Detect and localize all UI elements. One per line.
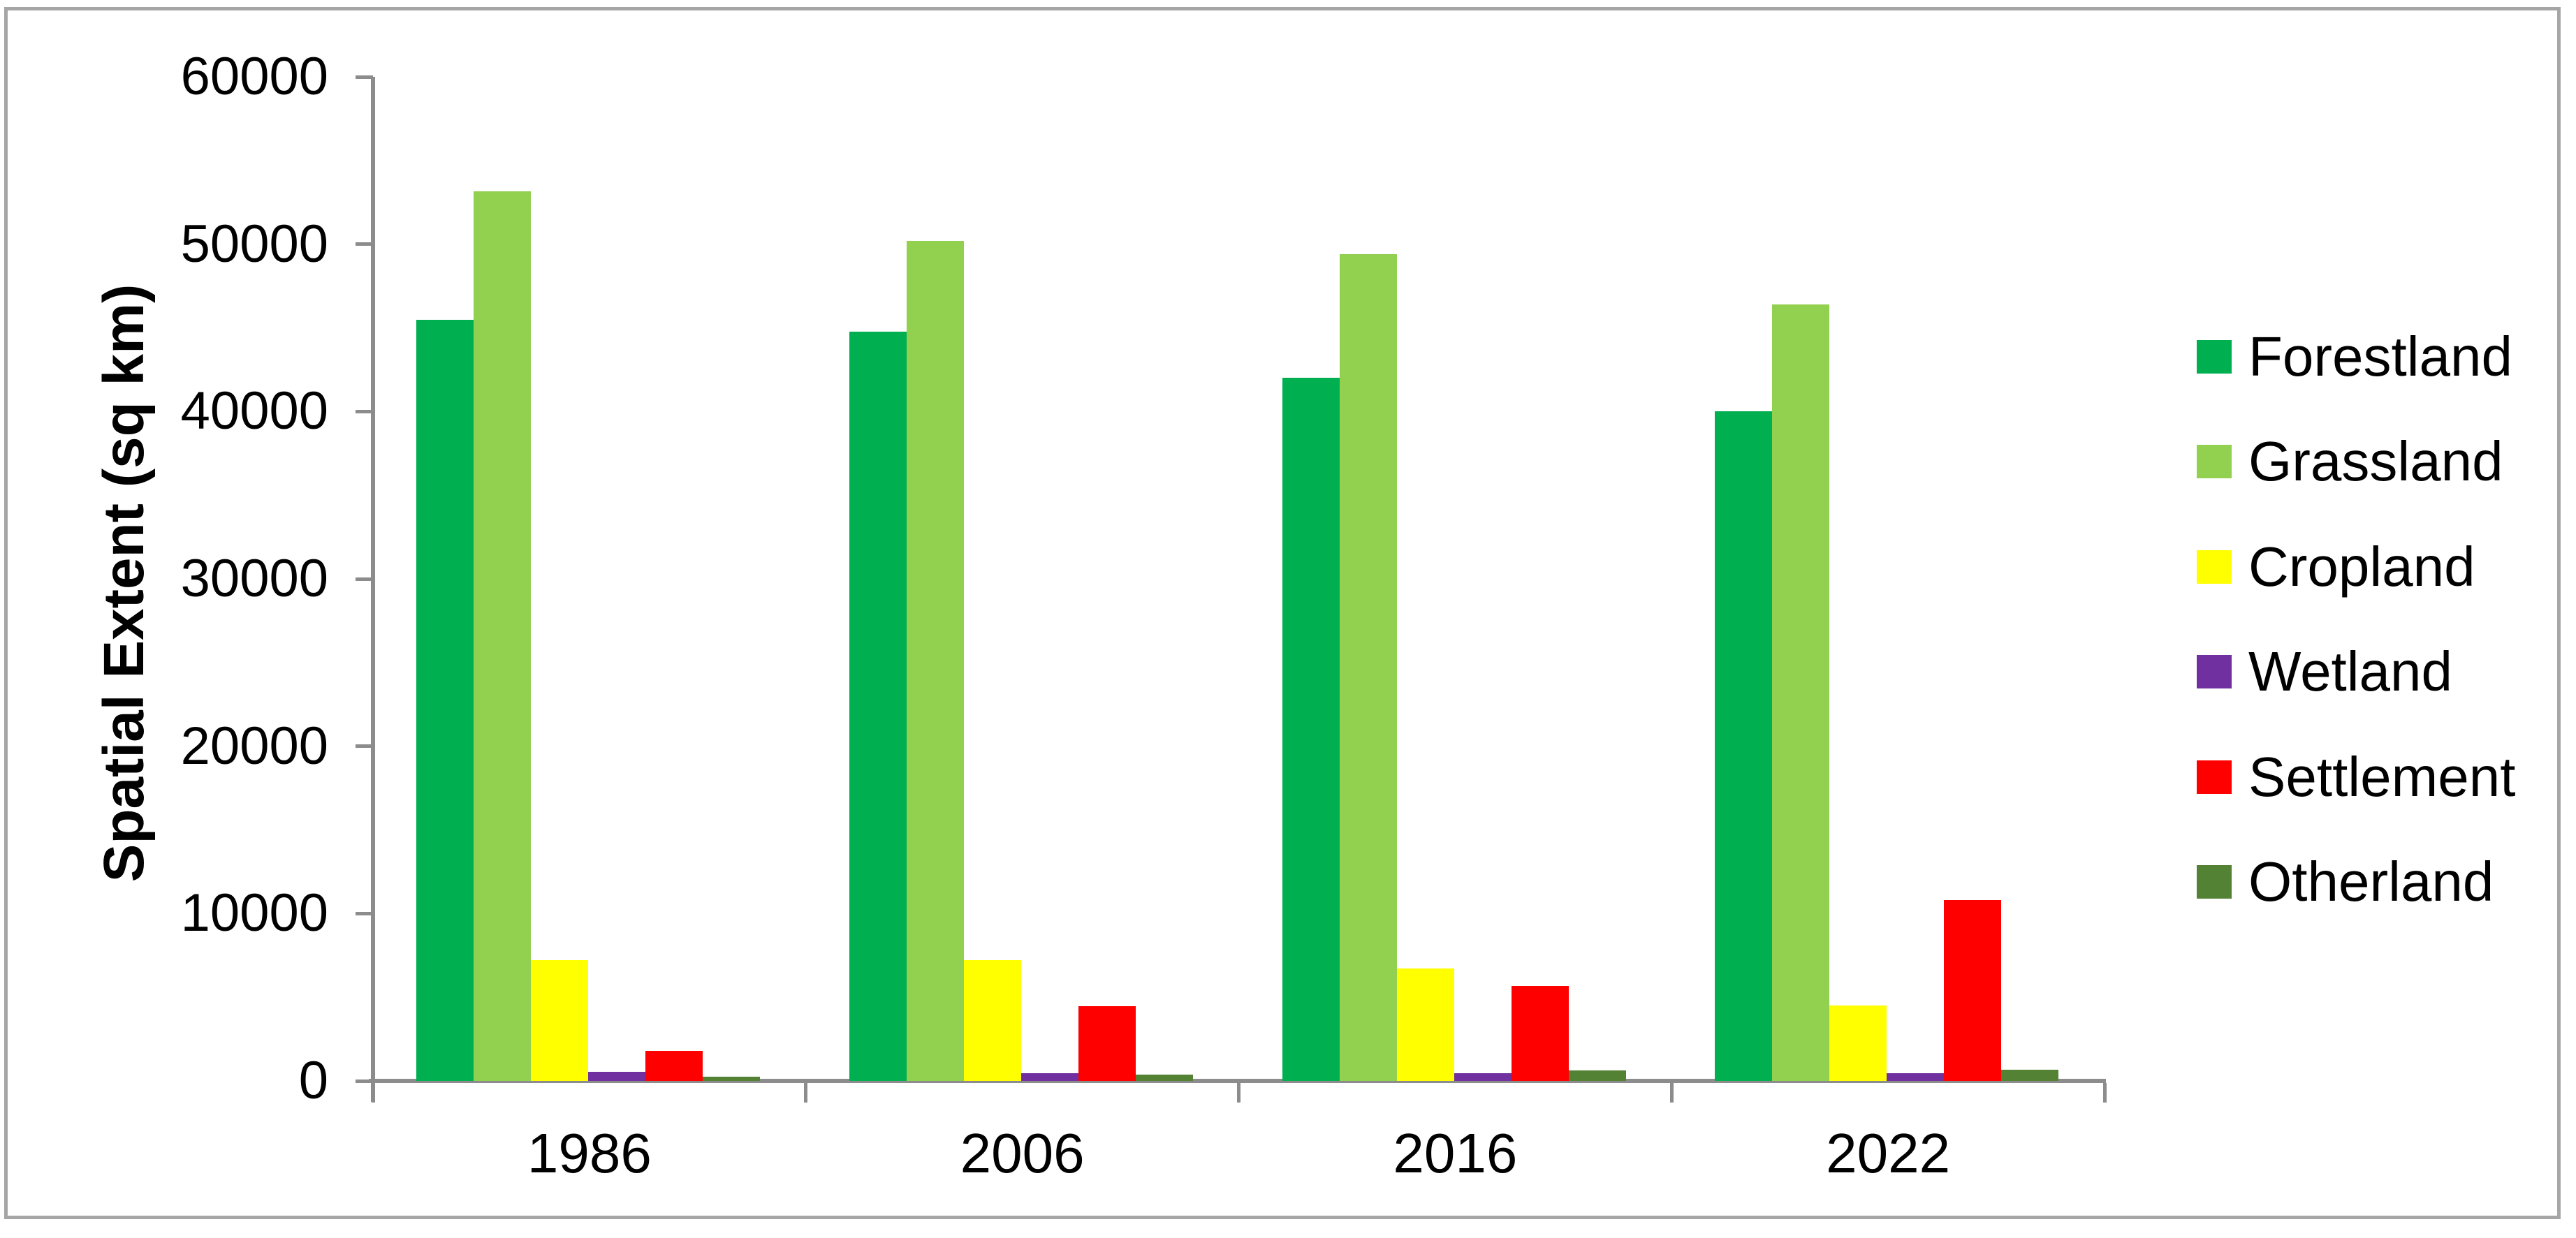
bar-otherland-2016 bbox=[1569, 1070, 1626, 1081]
legend-item-forestland: Forestland bbox=[2197, 323, 2512, 390]
bar-wetland-2022 bbox=[1887, 1073, 1944, 1081]
legend-label-cropland: Cropland bbox=[2248, 535, 2475, 598]
y-tick-label-50000: 50000 bbox=[180, 214, 328, 274]
legend-label-otherland: Otherland bbox=[2248, 850, 2494, 913]
bar-cropland-2006 bbox=[964, 960, 1021, 1081]
legend-label-settlement: Settlement bbox=[2248, 745, 2516, 808]
bar-wetland-2006 bbox=[1021, 1073, 1078, 1081]
x-tick-4 bbox=[2102, 1083, 2107, 1103]
legend-label-grassland: Grassland bbox=[2248, 430, 2503, 493]
y-tick-40000 bbox=[356, 409, 373, 413]
x-category-label-1986: 1986 bbox=[527, 1122, 652, 1184]
y-tick-label-20000: 20000 bbox=[180, 716, 328, 776]
bar-otherland-2006 bbox=[1136, 1075, 1193, 1081]
x-category-label-2016: 2016 bbox=[1393, 1122, 1518, 1184]
legend-label-forestland: Forestland bbox=[2248, 325, 2512, 388]
bar-cropland-2022 bbox=[1829, 1005, 1887, 1081]
bar-otherland-1986 bbox=[703, 1077, 760, 1081]
bar-forestland-2022 bbox=[1715, 411, 1772, 1081]
legend-item-cropland: Cropland bbox=[2197, 533, 2475, 600]
legend-swatch-otherland bbox=[2197, 865, 2232, 899]
bar-wetland-1986 bbox=[588, 1072, 645, 1081]
bar-grassland-2022 bbox=[1772, 304, 1829, 1081]
y-axis-line bbox=[371, 77, 375, 1102]
y-tick-0 bbox=[356, 1079, 373, 1083]
bar-settlement-2016 bbox=[1512, 986, 1569, 1081]
y-tick-label-40000: 40000 bbox=[180, 381, 328, 441]
y-tick-10000 bbox=[356, 911, 373, 915]
y-tick-label-30000: 30000 bbox=[180, 549, 328, 608]
y-tick-label-60000: 60000 bbox=[180, 47, 328, 106]
legend-item-settlement: Settlement bbox=[2197, 744, 2515, 811]
legend-swatch-cropland bbox=[2197, 550, 2232, 584]
bar-grassland-2016 bbox=[1340, 254, 1397, 1081]
x-tick-2 bbox=[1237, 1083, 1241, 1103]
bar-settlement-2006 bbox=[1078, 1006, 1136, 1081]
legend-swatch-settlement bbox=[2197, 760, 2232, 794]
y-tick-30000 bbox=[356, 577, 373, 581]
y-tick-label-10000: 10000 bbox=[180, 883, 328, 943]
x-category-label-2006: 2006 bbox=[960, 1122, 1085, 1184]
y-tick-50000 bbox=[356, 242, 373, 246]
legend-swatch-wetland bbox=[2197, 655, 2232, 689]
bar-forestland-2016 bbox=[1282, 378, 1340, 1081]
bar-otherland-2022 bbox=[2001, 1070, 2058, 1081]
legend-label-wetland: Wetland bbox=[2248, 640, 2453, 703]
bar-forestland-1986 bbox=[416, 320, 474, 1081]
bar-cropland-2016 bbox=[1397, 968, 1454, 1081]
legend-swatch-grassland bbox=[2197, 445, 2232, 479]
x-tick-0 bbox=[371, 1083, 375, 1103]
x-tick-3 bbox=[1669, 1083, 1674, 1103]
bar-settlement-1986 bbox=[645, 1051, 703, 1081]
legend-item-grassland: Grassland bbox=[2197, 428, 2503, 495]
x-category-label-2022: 2022 bbox=[1826, 1122, 1951, 1184]
x-tick-1 bbox=[804, 1083, 808, 1103]
bar-cropland-1986 bbox=[531, 960, 588, 1081]
bar-grassland-2006 bbox=[907, 241, 964, 1081]
y-tick-60000 bbox=[356, 75, 373, 79]
y-tick-label-0: 0 bbox=[298, 1051, 328, 1110]
y-tick-20000 bbox=[356, 744, 373, 749]
x-axis-line bbox=[369, 1079, 2106, 1083]
legend-item-otherland: Otherland bbox=[2197, 848, 2494, 915]
bar-settlement-2022 bbox=[1944, 900, 2001, 1081]
legend-swatch-forestland bbox=[2197, 340, 2232, 374]
legend-item-wetland: Wetland bbox=[2197, 638, 2452, 705]
bar-wetland-2016 bbox=[1454, 1073, 1512, 1081]
bar-grassland-1986 bbox=[474, 191, 531, 1081]
bar-forestland-2006 bbox=[849, 332, 907, 1081]
